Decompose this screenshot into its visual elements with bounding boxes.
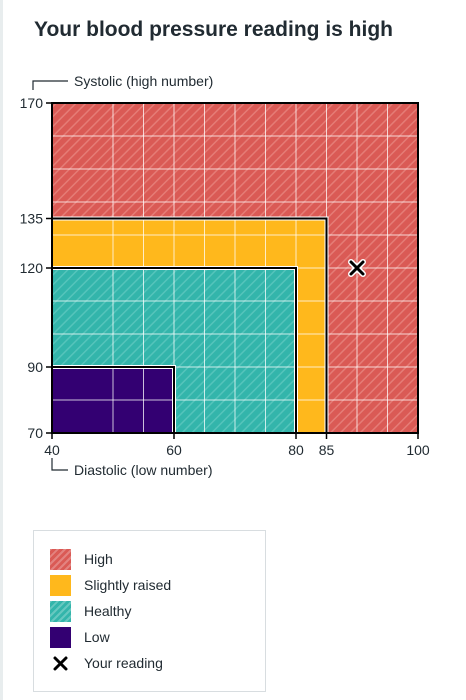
- legend-swatch-healthy: [50, 600, 71, 622]
- y-tick-label: 90: [27, 359, 43, 375]
- legend-swatch-low: [50, 626, 71, 648]
- zone-border-slightly-raised: [52, 217, 328, 433]
- x-axis-bracket: [51, 458, 68, 471]
- cross-icon: [50, 653, 71, 674]
- legend-label: Low: [84, 629, 110, 645]
- legend-item-high: High: [50, 548, 113, 570]
- y-tick-label: 135: [20, 211, 44, 227]
- y-axis-label: Systolic (high number): [74, 73, 213, 89]
- legend-swatch-high: [50, 548, 71, 570]
- legend-label: Slightly raised: [84, 577, 172, 593]
- x-tick-label: 100: [406, 442, 430, 458]
- x-tick-label: 40: [44, 442, 60, 458]
- zone-border-healthy: [52, 267, 297, 433]
- legend-swatch-slightly-raised: [50, 574, 71, 596]
- legend-item-your-reading: Your reading: [50, 652, 163, 674]
- legend-item-healthy: Healthy: [50, 600, 131, 622]
- y-tick-label: 170: [20, 95, 44, 111]
- chart-legend: High Slightly raised Healthy Low Your readin…: [33, 530, 266, 692]
- cross-icon: [349, 260, 365, 276]
- y-axis-bracket: [32, 80, 68, 90]
- legend-item-slightly-raised: Slightly raised: [50, 574, 171, 596]
- x-tick-label: 80: [288, 442, 304, 458]
- legend-label: Healthy: [84, 603, 132, 619]
- blood-pressure-chart: Systolic (high number) Diastolic (low num…: [20, 73, 430, 478]
- legend-label: High: [84, 551, 113, 567]
- y-tick-label: 120: [20, 260, 44, 276]
- page-left-rule: [0, 0, 3, 700]
- your-reading-marker: [348, 259, 366, 277]
- y-tick-label: 70: [27, 425, 43, 441]
- x-tick-label: 60: [166, 442, 182, 458]
- legend-item-low: Low: [50, 626, 110, 648]
- page-title: Your blood pressure reading is high: [34, 18, 393, 41]
- x-axis-label: Diastolic (low number): [74, 462, 212, 478]
- x-tick-label: 85: [319, 442, 335, 458]
- legend-label: Your reading: [84, 655, 163, 671]
- zone-border-low: [52, 366, 175, 433]
